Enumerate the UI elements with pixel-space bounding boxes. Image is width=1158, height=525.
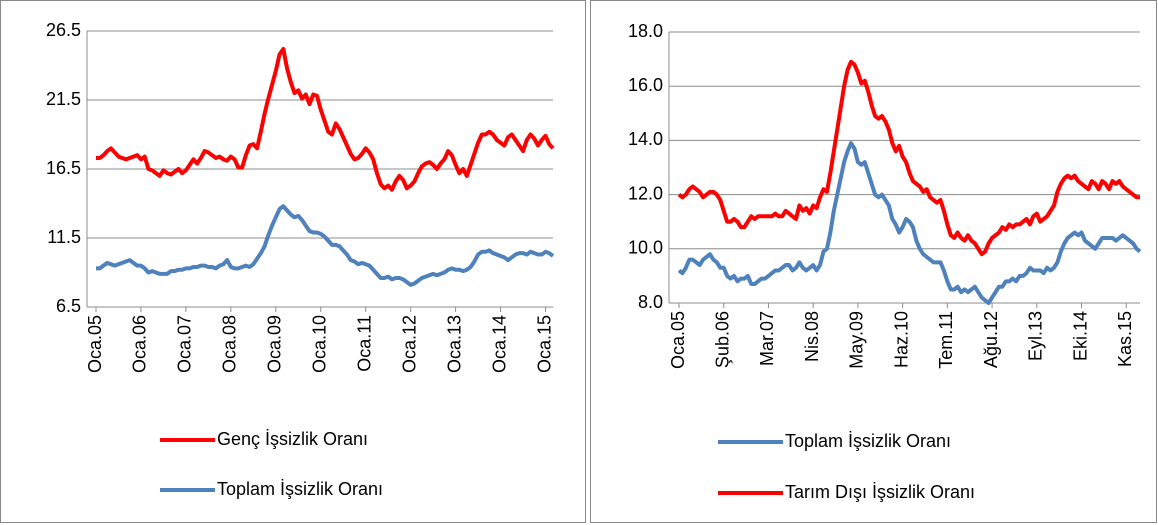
y-tick-label: 10.0: [628, 238, 663, 258]
y-tick-label: 21.5: [46, 89, 81, 109]
legend-label: Tarım Dışı İşsizlik Oranı: [785, 482, 975, 502]
x-tick-label: May.09: [847, 311, 867, 369]
x-tick-label: Tem.11: [936, 311, 956, 369]
x-tick-label: Oca.07: [175, 315, 195, 373]
x-tick-label: Oca.05: [85, 315, 105, 373]
y-tick-label: 16.5: [46, 158, 81, 178]
y-tick-label: 26.5: [46, 20, 81, 40]
y-tick-label: 8.0: [638, 292, 663, 312]
y-tick-label: 18.0: [628, 21, 663, 41]
y-tick-label: 12.0: [628, 183, 663, 203]
x-tick-label: Eki.14: [1070, 311, 1090, 361]
x-tick-label: Oca.10: [310, 315, 330, 373]
x-tick-label: Oca.09: [265, 315, 285, 373]
legend-label: Toplam İşsizlik Oranı: [217, 479, 383, 499]
x-tick-label: Oca.08: [220, 315, 240, 373]
x-tick-label: Oca.15: [534, 315, 554, 373]
x-tick-label: Oca.13: [444, 315, 464, 373]
y-tick-label: 14.0: [628, 129, 663, 149]
y-tick-label: 11.5: [47, 227, 81, 247]
x-tick-label: Şub.06: [712, 311, 732, 368]
legend-label: Toplam İşsizlik Oranı: [785, 431, 951, 451]
y-tick-label: 16.0: [628, 75, 663, 95]
y-tick-label: 6.5: [56, 296, 81, 316]
x-tick-label: Eyl.13: [1026, 311, 1046, 361]
series-line: [677, 59, 1140, 257]
x-tick-label: Kas.15: [1115, 311, 1135, 367]
series-line: [677, 141, 1142, 305]
x-tick-label: Haz.10: [891, 311, 911, 368]
x-tick-label: Oca.11: [354, 315, 374, 372]
x-tick-label: Oca.12: [399, 315, 419, 373]
series-line: [96, 46, 555, 192]
series-line: [96, 204, 555, 287]
legend-label: Genç İşsizlik Oranı: [217, 429, 368, 449]
x-tick-label: Ağu.12: [981, 311, 1001, 368]
x-tick-label: Oca.06: [130, 315, 150, 373]
panel-frame: [590, 0, 1157, 523]
x-tick-label: Oca.05: [668, 311, 688, 369]
x-tick-label: Oca.14: [489, 315, 509, 373]
x-tick-label: Mar.07: [757, 311, 777, 366]
x-tick-label: Nis.08: [802, 311, 822, 362]
